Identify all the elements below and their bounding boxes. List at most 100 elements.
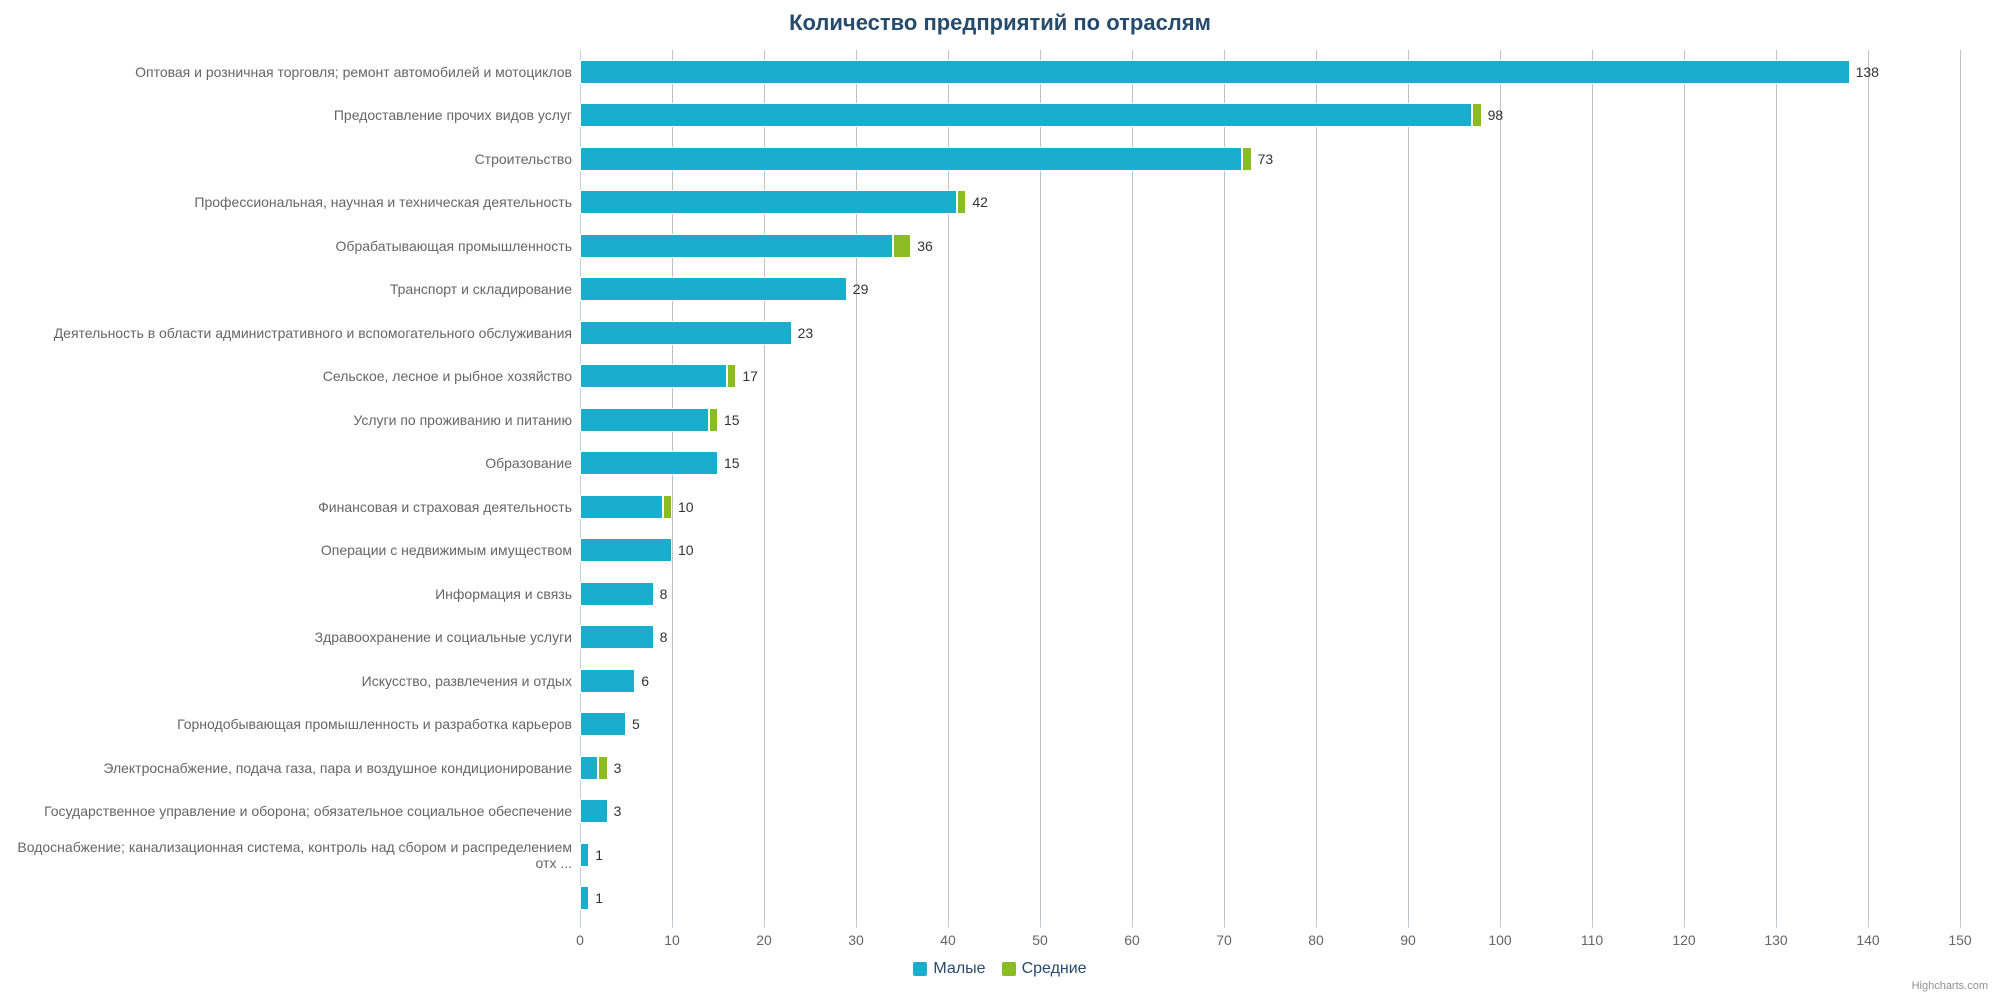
x-gridline <box>1224 50 1225 920</box>
stack-total-label: 138 <box>1856 64 1879 80</box>
x-gridline <box>1040 50 1041 920</box>
bar-segment[interactable] <box>709 408 718 432</box>
y-category-label: Горнодобывающая промышленность и разрабо… <box>177 716 572 732</box>
bar-segment[interactable] <box>580 886 589 910</box>
bar-segment[interactable] <box>580 234 893 258</box>
stack-total-label: 1 <box>595 847 603 863</box>
x-tick-label: 30 <box>848 932 864 948</box>
bar-segment[interactable] <box>580 103 1472 127</box>
y-category-label: Операции с недвижимым имуществом <box>321 542 572 558</box>
x-tick-label: 40 <box>940 932 956 948</box>
stack-total-label: 8 <box>660 629 668 645</box>
stack-total-label: 73 <box>1258 151 1274 167</box>
x-gridline <box>1132 50 1133 920</box>
x-gridline <box>1868 50 1869 920</box>
stack-total-label: 8 <box>660 586 668 602</box>
x-tick-mark <box>1684 920 1685 928</box>
y-category-label: Оптовая и розничная торговля; ремонт авт… <box>135 64 572 80</box>
x-tick-mark <box>1868 920 1869 928</box>
bar-segment[interactable] <box>580 799 608 823</box>
y-category-label: Здравоохранение и социальные услуги <box>315 629 572 645</box>
bar-segment[interactable] <box>580 364 727 388</box>
stack-total-label: 98 <box>1488 107 1504 123</box>
x-tick-label: 70 <box>1216 932 1232 948</box>
bar-segment[interactable] <box>580 408 709 432</box>
stack-total-label: 36 <box>917 238 933 254</box>
bar-segment[interactable] <box>580 625 654 649</box>
x-gridline <box>1408 50 1409 920</box>
x-tick-mark <box>1316 920 1317 928</box>
bar-segment[interactable] <box>598 756 607 780</box>
x-tick-label: 50 <box>1032 932 1048 948</box>
bar-segment[interactable] <box>727 364 736 388</box>
x-gridline <box>1592 50 1593 920</box>
y-category-label: Искусство, развлечения и отдых <box>362 673 572 689</box>
x-tick-label: 90 <box>1400 932 1416 948</box>
bar-segment[interactable] <box>580 843 589 867</box>
stack-total-label: 29 <box>853 281 869 297</box>
x-gridline <box>1960 50 1961 920</box>
bar-segment[interactable] <box>580 321 792 345</box>
y-category-label: Услуги по проживанию и питанию <box>353 412 572 428</box>
bar-segment[interactable] <box>580 277 847 301</box>
x-tick-label: 140 <box>1856 932 1879 948</box>
x-tick-mark <box>1132 920 1133 928</box>
credits-link[interactable]: Highcharts.com <box>1912 980 1988 992</box>
y-category-label: Предоставление прочих видов услуг <box>334 107 572 123</box>
x-gridline <box>1500 50 1501 920</box>
y-category-label: Государственное управление и оборона; об… <box>44 803 572 819</box>
bar-segment[interactable] <box>893 234 911 258</box>
x-tick-label: 60 <box>1124 932 1140 948</box>
bar-segment[interactable] <box>580 60 1850 84</box>
x-gridline <box>856 50 857 920</box>
bar-segment[interactable] <box>580 451 718 475</box>
bar-segment[interactable] <box>580 669 635 693</box>
y-category-label: Финансовая и страховая деятельность <box>318 499 572 515</box>
legend-swatch <box>913 962 927 976</box>
legend-item[interactable]: Малые <box>913 960 985 978</box>
bar-segment[interactable] <box>580 190 957 214</box>
bar-segment[interactable] <box>580 582 654 606</box>
x-tick-label: 10 <box>664 932 680 948</box>
x-tick-label: 20 <box>756 932 772 948</box>
y-category-label: Транспорт и складирование <box>390 281 572 297</box>
y-category-label: Профессиональная, научная и техническая … <box>194 194 572 210</box>
bar-segment[interactable] <box>663 495 672 519</box>
y-category-label: Деятельность в области административного… <box>54 325 572 341</box>
legend-label: Малые <box>933 960 985 978</box>
y-category-label: Обрабатывающая промышленность <box>336 238 572 254</box>
bar-segment[interactable] <box>580 495 663 519</box>
bar-segment[interactable] <box>957 190 966 214</box>
x-tick-label: 150 <box>1948 932 1971 948</box>
y-category-label: Сельское, лесное и рыбное хозяйство <box>323 368 572 384</box>
legend-swatch <box>1002 962 1016 976</box>
y-category-label: Строительство <box>475 151 572 167</box>
x-tick-label: 130 <box>1764 932 1787 948</box>
bar-segment[interactable] <box>1472 103 1481 127</box>
x-tick-mark <box>1960 920 1961 928</box>
legend-item[interactable]: Средние <box>1002 960 1087 978</box>
x-tick-label: 80 <box>1308 932 1324 948</box>
stack-total-label: 5 <box>632 716 640 732</box>
plot-area: 0102030405060708090100110120130140150138… <box>580 50 1960 920</box>
x-tick-label: 120 <box>1672 932 1695 948</box>
x-gridline <box>764 50 765 920</box>
x-tick-mark <box>1776 920 1777 928</box>
bar-segment[interactable] <box>580 712 626 736</box>
bar-segment[interactable] <box>580 756 598 780</box>
stack-total-label: 15 <box>724 412 740 428</box>
legend: Малые Средние <box>0 960 2000 981</box>
y-category-label: Информация и связь <box>435 586 572 602</box>
x-tick-mark <box>580 920 581 928</box>
y-category-label: Образование <box>485 455 572 471</box>
x-tick-mark <box>764 920 765 928</box>
legend-label: Средние <box>1022 960 1087 978</box>
stack-total-label: 17 <box>742 368 758 384</box>
bar-segment[interactable] <box>580 538 672 562</box>
bar-segment[interactable] <box>580 147 1242 171</box>
stack-total-label: 23 <box>798 325 814 341</box>
stack-total-label: 3 <box>614 760 622 776</box>
y-category-label: Электроснабжение, подача газа, пара и во… <box>103 760 572 776</box>
x-gridline <box>1684 50 1685 920</box>
bar-segment[interactable] <box>1242 147 1251 171</box>
